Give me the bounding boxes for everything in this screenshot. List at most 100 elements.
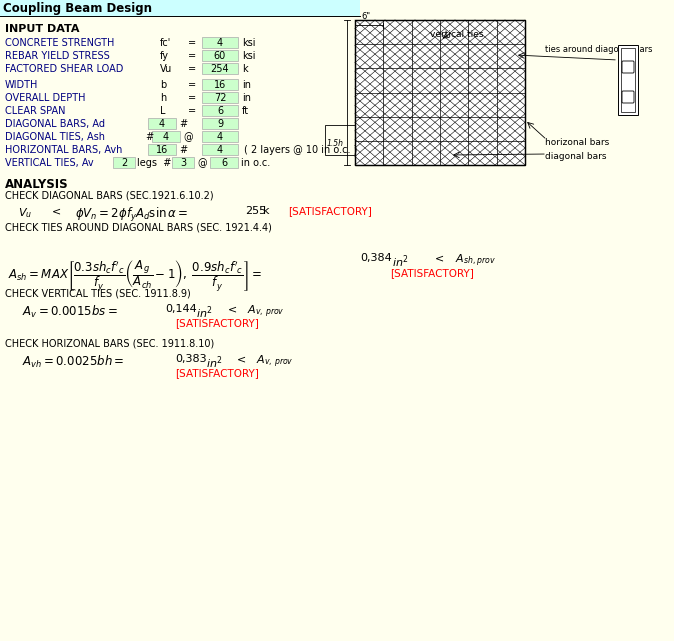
Text: Vu: Vu [160, 64, 173, 74]
Text: b: b [160, 80, 166, 90]
Text: 4: 4 [217, 132, 223, 142]
Text: 72: 72 [214, 93, 226, 103]
Text: in o.c.: in o.c. [241, 158, 270, 168]
Text: 6: 6 [221, 158, 227, 168]
Text: ksi: ksi [242, 51, 255, 61]
Text: in: in [242, 80, 251, 90]
Text: diagonal bars: diagonal bars [545, 152, 607, 161]
Text: 4: 4 [163, 132, 169, 142]
Text: vertical ties: vertical ties [430, 30, 483, 39]
Bar [172, 157, 194, 168]
Text: 16: 16 [214, 80, 226, 90]
Bar [355, 20, 525, 165]
Text: CLEAR SPAN: CLEAR SPAN [5, 106, 65, 116]
Text: <: < [435, 253, 444, 263]
Text: HORIZONTAL BARS, Avh: HORIZONTAL BARS, Avh [5, 145, 123, 155]
Text: [SATISFACTORY]: [SATISFACTORY] [175, 318, 259, 328]
Text: $A_{v,\,prov}$: $A_{v,\,prov}$ [256, 354, 294, 370]
Text: ft: ft [242, 106, 249, 116]
Bar [355, 20, 525, 165]
Text: CHECK VERTICAL TIES (SEC. 1911.8.9): CHECK VERTICAL TIES (SEC. 1911.8.9) [5, 288, 191, 298]
Text: 2: 2 [121, 158, 127, 168]
Bar [202, 131, 238, 142]
Bar [148, 144, 176, 155]
Text: #: # [179, 119, 187, 129]
Text: @: @ [183, 132, 193, 142]
Bar [202, 92, 238, 103]
Text: 9: 9 [217, 119, 223, 129]
Text: WIDTH: WIDTH [5, 80, 38, 90]
Text: DIAGONAL BARS, Ad: DIAGONAL BARS, Ad [5, 119, 105, 129]
Text: $in^2$: $in^2$ [196, 304, 213, 320]
Text: INPUT DATA: INPUT DATA [5, 24, 80, 34]
Text: 254: 254 [211, 64, 229, 74]
Bar [202, 79, 238, 90]
Text: 0,384: 0,384 [360, 253, 392, 263]
Text: VERTICAL TIES, Av: VERTICAL TIES, Av [5, 158, 94, 168]
Bar [113, 157, 135, 168]
Text: ANALYSIS: ANALYSIS [5, 178, 69, 191]
Text: =: = [188, 80, 196, 90]
Text: #: # [145, 132, 153, 142]
Text: 3: 3 [180, 158, 186, 168]
Text: $A_v = 0.0015bs =$: $A_v = 0.0015bs =$ [22, 304, 118, 320]
Text: CHECK DIAGONAL BARS (SEC.1921.6.10.2): CHECK DIAGONAL BARS (SEC.1921.6.10.2) [5, 191, 214, 201]
Text: 255: 255 [245, 206, 266, 216]
Text: $A_{sh} = MAX\left[\dfrac{0.3sh_c f'_c}{f_y}\left(\dfrac{A_g}{A_{ch}}-1\right) ,: $A_{sh} = MAX\left[\dfrac{0.3sh_c f'_c}{… [8, 258, 262, 293]
Text: REBAR YIELD STRESS: REBAR YIELD STRESS [5, 51, 110, 61]
Text: legs  #: legs # [137, 158, 171, 168]
Text: =: = [188, 51, 196, 61]
Bar [355, 20, 525, 165]
Bar [618, 45, 638, 115]
Text: h: h [160, 93, 166, 103]
Text: k: k [263, 206, 270, 216]
Bar [0, 0, 360, 16]
Text: <: < [52, 206, 61, 216]
Text: [SATISFACTORY]: [SATISFACTORY] [390, 268, 474, 278]
Text: FACTORED SHEAR LOAD: FACTORED SHEAR LOAD [5, 64, 123, 74]
Text: 1.5h: 1.5h [327, 139, 344, 148]
Text: k: k [242, 64, 247, 74]
Text: CHECK HORIZONAL BARS (SEC. 1911.8.10): CHECK HORIZONAL BARS (SEC. 1911.8.10) [5, 338, 214, 348]
Text: Coupling Beam Design: Coupling Beam Design [3, 2, 152, 15]
Text: 6": 6" [361, 12, 370, 21]
Text: ( 2 layers @ 10 in o.c. ): ( 2 layers @ 10 in o.c. ) [244, 145, 357, 155]
Text: ties around diagonal bars: ties around diagonal bars [545, 45, 652, 54]
Text: $V_u$: $V_u$ [18, 206, 32, 220]
Text: 0,144: 0,144 [165, 304, 197, 314]
Text: =: = [188, 106, 196, 116]
Text: <: < [228, 304, 237, 314]
Bar [152, 131, 180, 142]
Bar [202, 118, 238, 129]
Text: @: @ [197, 158, 207, 168]
FancyBboxPatch shape [622, 91, 634, 103]
Text: <: < [237, 354, 246, 364]
Text: fy: fy [160, 51, 169, 61]
Text: OVERALL DEPTH: OVERALL DEPTH [5, 93, 86, 103]
Text: 4: 4 [217, 38, 223, 48]
Text: $A_{v,\,prov}$: $A_{v,\,prov}$ [247, 304, 284, 320]
Text: #: # [179, 145, 187, 155]
Bar [148, 118, 176, 129]
Text: $in^2$: $in^2$ [392, 253, 408, 270]
Text: horizonal bars: horizonal bars [545, 138, 609, 147]
Text: ksi: ksi [242, 38, 255, 48]
Text: $\phi V_n = 2\phi f_y A_d \sin\alpha =$: $\phi V_n = 2\phi f_y A_d \sin\alpha =$ [75, 206, 188, 224]
Bar [210, 157, 238, 168]
Bar [621, 48, 635, 112]
Bar [325, 125, 355, 155]
Text: DIAGONAL TIES, Ash: DIAGONAL TIES, Ash [5, 132, 105, 142]
Bar [202, 144, 238, 155]
Text: CONCRETE STRENGTH: CONCRETE STRENGTH [5, 38, 115, 48]
Text: $A_{vh} = 0.0025bh =$: $A_{vh} = 0.0025bh =$ [22, 354, 125, 370]
Bar [202, 50, 238, 61]
Bar [202, 37, 238, 48]
Text: 16: 16 [156, 145, 168, 155]
Text: 0,383: 0,383 [175, 354, 207, 364]
Text: fc': fc' [160, 38, 171, 48]
Text: $in^2$: $in^2$ [206, 354, 223, 370]
Text: =: = [188, 38, 196, 48]
Text: 4: 4 [217, 145, 223, 155]
Text: L: L [160, 106, 166, 116]
Text: =: = [188, 64, 196, 74]
